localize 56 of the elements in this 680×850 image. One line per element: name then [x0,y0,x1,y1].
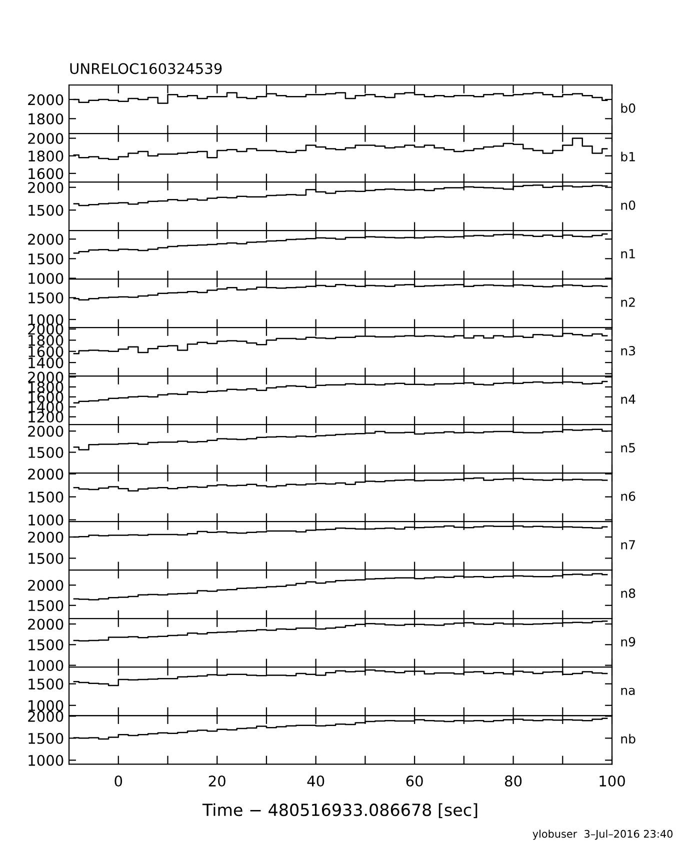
y-tick-label: 2000 [28,580,64,591]
text: n9 [621,637,636,646]
x-axis-title: Time − 480516933.086678 [sec] [202,803,478,818]
y-tick-label: 1500 [28,204,64,216]
y-tick-label: 2000 [28,132,64,144]
y-tick-label: 1800 [28,113,64,124]
text: n3 [621,346,636,356]
text: n4 [621,394,636,404]
x-tick-label: 100 [600,776,625,787]
x-tick-label: 80 [504,776,522,787]
text: n8 [621,588,636,598]
text: nb [621,734,636,744]
y-tick-label: 2000 [28,94,64,106]
text: n1 [621,249,635,258]
text: ylobuser 3–Jul–2016 23:40 [532,830,673,840]
y-tick-label: 2000 [28,426,64,437]
y-tick-label: 2000 [28,234,64,245]
y-tick-label: 1500 [28,600,64,612]
y-tick-label: 1000 [28,272,64,284]
y-tick-label: 1000 [28,660,64,672]
text: n7 [621,540,635,550]
y-tick-label: 1500 [28,678,64,690]
y-tick-label: 2000 [28,532,64,543]
x-tick-label: 60 [406,776,423,787]
y-tick-label: 2000 [28,372,64,383]
y-tick-label: 1500 [28,639,64,650]
y-tick-label: 1500 [28,552,64,564]
y-tick-label: 1500 [28,253,64,264]
y-tick-label: 1500 [28,732,64,744]
y-tick-label: 1600 [28,346,64,358]
x-tick-label: 20 [208,776,226,787]
y-tick-label: 1000 [28,700,64,712]
y-tick-label: 1200 [28,412,64,423]
text: n0 [621,200,636,210]
text: n5 [621,443,635,452]
y-tick-label: 1600 [28,168,64,180]
y-tick-label: 1000 [28,754,64,766]
y-tick-label: 2000 [28,710,64,722]
y-tick-label: 1400 [28,357,64,368]
chart-title: UNRELOC160324539 [70,63,222,74]
x-tick-label: 0 [114,776,122,787]
y-tick-label: 2000 [28,618,64,630]
y-tick-label: 1800 [28,150,64,162]
y-tick-label: 1000 [28,514,64,526]
y-tick-label: 1500 [28,492,64,503]
y-tick-label: 2000 [28,468,64,480]
y-tick-label: 1800 [28,334,64,346]
text: n2 [621,297,635,307]
text: b0 [621,103,636,113]
text: n6 [621,492,636,501]
text: na [621,688,635,696]
x-tick-label: 40 [307,776,324,787]
y-tick-label: 1500 [28,292,64,304]
text: b1 [621,152,635,162]
y-tick-label: 1500 [28,446,64,458]
y-tick-label: 2000 [28,182,64,194]
